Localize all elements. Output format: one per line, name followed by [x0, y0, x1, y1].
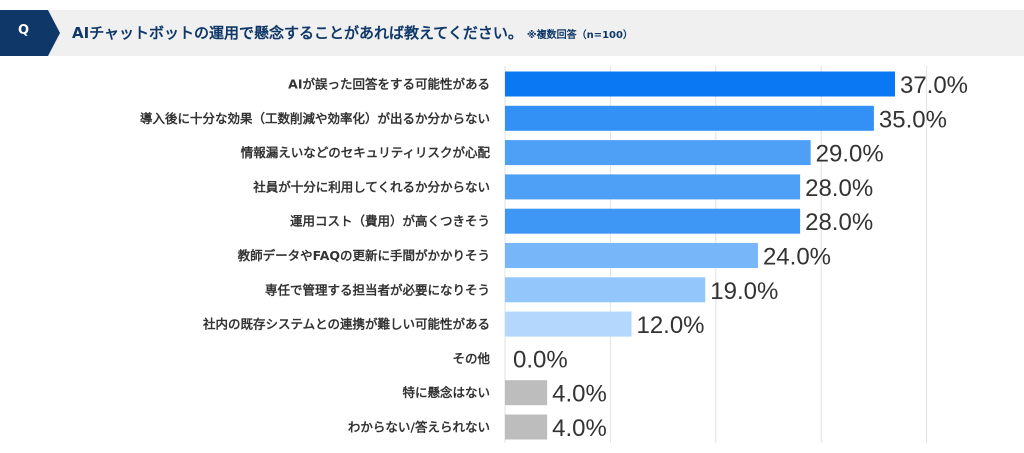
question-title: AIチャットボットの運用で懸念することがあれば教えてください。 ※複数回答（n=1…: [72, 22, 633, 43]
bar: [505, 71, 895, 97]
category-label: その他: [452, 351, 490, 366]
data-label: 12.0%: [636, 312, 704, 339]
category-label: わからない/答えられない: [348, 420, 490, 435]
bar: [505, 208, 801, 234]
bar: [505, 105, 874, 131]
data-label: 0.0%: [513, 346, 568, 373]
data-label: 19.0%: [710, 278, 778, 305]
data-label: 29.0%: [816, 141, 884, 168]
question-header: [0, 10, 1024, 56]
data-label: 4.0%: [552, 415, 607, 442]
note-text: ※複数回答（n=100）: [526, 30, 633, 41]
data-label: 35.0%: [879, 106, 947, 133]
bar: [505, 414, 548, 440]
data-label: 28.0%: [805, 209, 873, 236]
data-label: 37.0%: [900, 72, 968, 99]
data-label: 4.0%: [552, 381, 607, 408]
bar: [505, 380, 548, 406]
category-label: 情報漏えいなどのセキュリティリスクが心配: [241, 145, 491, 160]
q-label: Q: [18, 23, 30, 38]
category-label: 社員が十分に利用してくれるか分からない: [252, 179, 490, 194]
title-text: AIチャットボットの運用で懸念することがあれば教えてください。: [72, 24, 523, 42]
category-label: 運用コスト（費用）が高くつきそう: [290, 214, 490, 229]
bar: [505, 311, 632, 337]
category-label: 専任で管理する担当者が必要になりそう: [265, 282, 490, 297]
category-label: AIが誤った回答をする可能性がある: [288, 77, 490, 92]
data-label: 24.0%: [763, 244, 831, 271]
bar: [505, 140, 811, 166]
category-label: 導入後に十分な効果（工数削減や効率化）が出るか分からない: [140, 111, 490, 126]
q-badge: [0, 10, 60, 56]
bar: [505, 174, 801, 200]
bar: [505, 277, 706, 303]
category-label: 教師データやFAQの更新に手間がかかりそう: [237, 248, 490, 263]
data-label: 28.0%: [805, 175, 873, 202]
bar: [505, 243, 758, 268]
category-label: 特に懸念はない: [402, 385, 490, 400]
category-label: 社内の既存システムとの連携が難しい可能性がある: [202, 317, 490, 332]
